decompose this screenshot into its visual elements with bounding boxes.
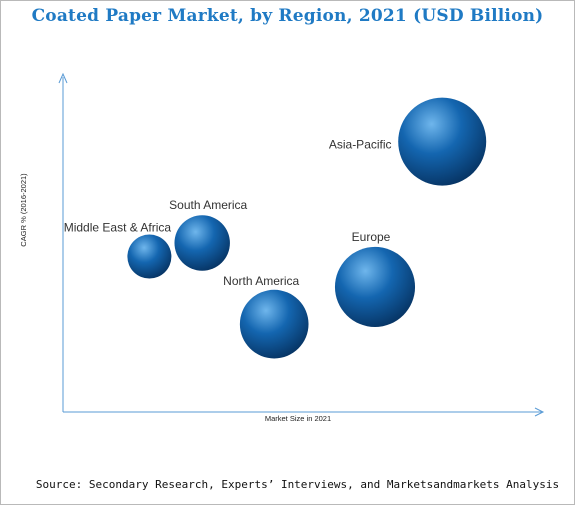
y-axis-label: CAGR % (2016-2021)	[19, 173, 28, 247]
bubble-asia-pacific	[398, 97, 487, 186]
bubble-middle-east-africa	[127, 234, 172, 279]
chart-title: Coated Paper Market, by Region, 2021 (US…	[31, 6, 544, 26]
bubble-label: Europe	[352, 230, 391, 244]
bubble-label: North America	[223, 274, 299, 288]
bubble-north-america	[239, 289, 309, 359]
x-axis-label: Market Size in 2021	[265, 414, 331, 423]
source-note: Source: Secondary Research, Experts’ Int…	[35, 478, 560, 491]
bubble-series	[127, 97, 487, 359]
bubble-label: Asia-Pacific	[329, 138, 392, 152]
axes	[58, 72, 545, 417]
bubble-europe	[334, 246, 416, 327]
bubble-south-america	[174, 215, 230, 271]
y-axis-arrow	[58, 72, 68, 84]
x-axis-arrow	[534, 407, 545, 417]
bubble-labels: Middle East & Africa South America North A…	[64, 138, 392, 289]
bubble-label: Middle East & Africa	[64, 221, 172, 235]
bubble-label: South America	[169, 198, 247, 212]
